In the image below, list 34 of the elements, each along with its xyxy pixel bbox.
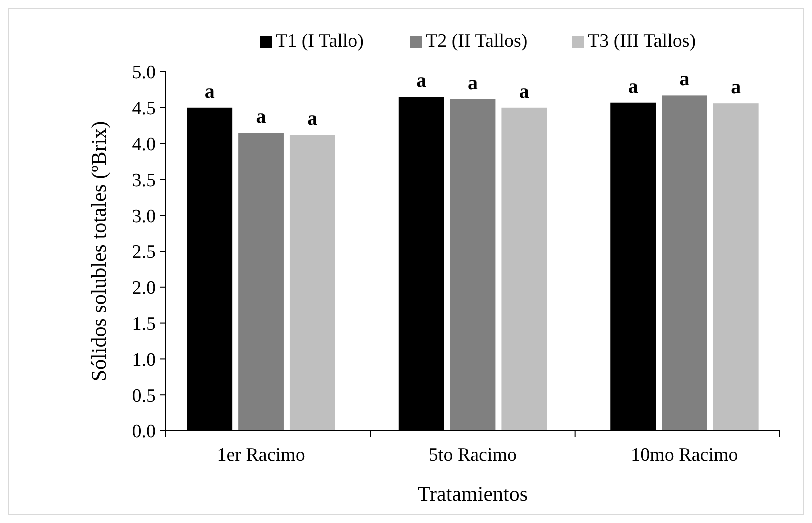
bar bbox=[450, 99, 496, 431]
y-tick-label: 5.0 bbox=[132, 62, 156, 84]
y-tick-label: 3.0 bbox=[132, 206, 156, 228]
bar bbox=[290, 135, 336, 431]
x-axis-title: Tratamientos bbox=[418, 482, 528, 506]
data-label: a bbox=[416, 70, 427, 92]
data-label: a bbox=[680, 68, 690, 91]
y-tick-label: 0.5 bbox=[132, 386, 156, 407]
legend-label: T3 (III Tallos) bbox=[588, 31, 696, 52]
y-tick-label: 0.0 bbox=[132, 422, 156, 443]
x-tick-label: 10mo Racimo bbox=[631, 445, 738, 466]
y-tick-label: 2.0 bbox=[132, 278, 156, 300]
data-label: a bbox=[731, 76, 742, 99]
legend-label: T2 (II Tallos) bbox=[426, 31, 528, 52]
x-tick-label: 1er Racimo bbox=[217, 445, 306, 466]
y-tick-label: 3.5 bbox=[132, 170, 156, 192]
bar bbox=[662, 96, 708, 431]
y-tick-label: 4.5 bbox=[132, 98, 156, 120]
data-label: a bbox=[256, 106, 266, 128]
y-axis-title: Sólidos solubles totales (ºBrix) bbox=[87, 121, 111, 382]
data-label: a bbox=[308, 108, 318, 130]
bar bbox=[238, 133, 284, 431]
y-tick-label: 1.0 bbox=[132, 350, 156, 371]
legend-label: T1 (I Tallo) bbox=[276, 31, 364, 52]
data-label: a bbox=[628, 76, 638, 98]
data-label: a bbox=[204, 80, 215, 103]
y-tick-label: 4.0 bbox=[132, 134, 156, 156]
bar bbox=[502, 108, 548, 431]
data-label: a bbox=[519, 80, 530, 103]
x-tick-label: 5to Racimo bbox=[428, 445, 518, 466]
y-tick-label: 1.5 bbox=[132, 314, 156, 335]
y-tick-label: 2.5 bbox=[132, 242, 156, 264]
bar bbox=[713, 104, 759, 431]
data-label: a bbox=[468, 72, 478, 94]
